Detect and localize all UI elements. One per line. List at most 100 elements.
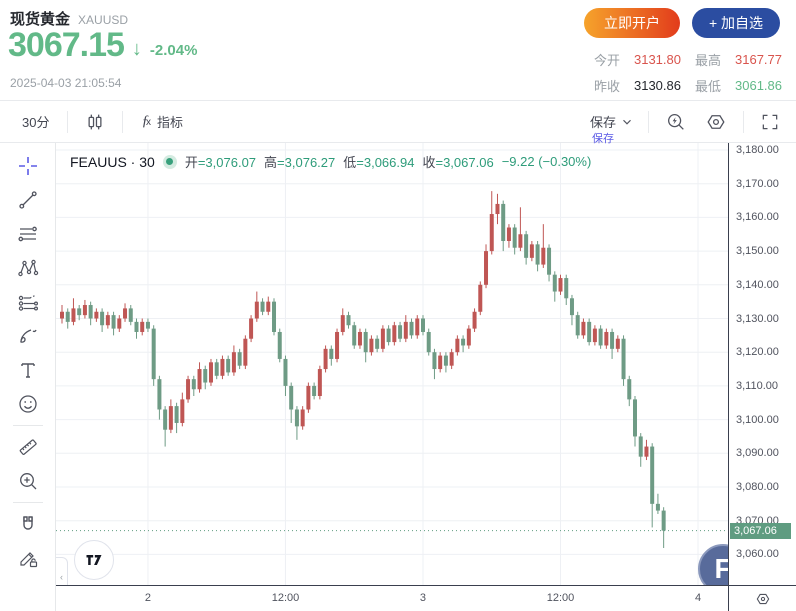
tool-drawing-lock[interactable]	[11, 541, 45, 575]
pencil-lock-icon	[19, 552, 37, 568]
settings-icon	[707, 114, 725, 129]
save-tooltip: 保存	[591, 133, 614, 145]
price-axis-label: 3,160.00	[736, 211, 779, 224]
chart-pane[interactable]: FEAUUS · 30 开=3,076.07 高=3,076.27 低=3,06…	[56, 143, 728, 585]
candlestick-chart[interactable]	[56, 143, 728, 585]
quote-stats: 今开 3131.80 最高 3167.77 昨收 3130.86 最低 3061…	[594, 50, 782, 95]
brush-icon	[19, 329, 37, 343]
stat-high-value: 3167.77	[735, 52, 782, 67]
tool-brush[interactable]	[11, 319, 45, 353]
price-row: 3067.15 ↓ -2.04%	[8, 26, 197, 65]
header: 现货黄金 XAUUSD 3067.15 ↓ -2.04% 2025-04-03 …	[0, 0, 796, 100]
current-price: 3067.15	[8, 26, 125, 64]
save-label: 保存	[589, 115, 616, 130]
price-axis-label: 3,110.00	[736, 379, 779, 392]
tradingview-logo-icon	[86, 555, 102, 565]
fx-icon: ƒx	[141, 113, 151, 129]
chart-main-area: FEAUUS · 30 开=3,076.07 高=3,076.27 低=3,06…	[0, 143, 796, 611]
price-down-arrow-icon: ↓	[131, 38, 142, 60]
stat-open-label: 今开	[593, 53, 620, 68]
xabcd-pattern-icon	[17, 259, 38, 277]
indicators-button[interactable]: ƒx 指标	[137, 110, 187, 133]
stat-low-value: 3061.86	[735, 78, 782, 93]
price-axis[interactable]: 3,180.00 3,170.00 3,160.00 3,150.00 3,140.00…	[728, 143, 796, 611]
forecast-icon	[18, 294, 38, 311]
tool-forecast[interactable]	[11, 285, 45, 319]
stat-high-label: 最高	[694, 53, 721, 68]
toolbar-separator	[122, 110, 124, 133]
price-axis-label: 3,120.00	[736, 346, 779, 359]
tradingview-logo[interactable]	[74, 540, 114, 580]
stat-prevclose-label: 昨收	[593, 79, 620, 94]
price-axis-label: 3,100.00	[736, 413, 779, 426]
instrument-title-row: 现货黄金 XAUUSD	[10, 8, 128, 29]
chevron-down-icon	[623, 119, 631, 125]
text-icon	[20, 363, 35, 378]
price-axis-label: 3,080.00	[736, 481, 779, 493]
price-axis-label: 3,090.00	[736, 447, 779, 460]
tool-ruler[interactable]	[11, 430, 45, 464]
price-axis-label: 3,140.00	[736, 278, 779, 291]
save-layout-button[interactable]: 保存 保存	[589, 112, 634, 145]
axis-settings-icon	[756, 593, 769, 604]
chevron-left-icon: ‹	[60, 572, 63, 582]
open-account-button[interactable]: 立即开户	[584, 8, 680, 38]
time-axis-label: 3	[419, 592, 427, 604]
chart-type-candles-icon	[88, 114, 102, 129]
sidebar-collapse-tab[interactable]: ‹	[56, 557, 68, 585]
fib-lines-icon	[17, 226, 37, 242]
fullscreen-button[interactable]	[758, 110, 782, 134]
sidebar-divider	[12, 502, 43, 503]
tool-zoom-in[interactable]	[11, 464, 45, 498]
flash-search-icon	[668, 113, 684, 130]
toolbar-separator	[648, 110, 649, 133]
indicators-label: 指标	[156, 115, 183, 130]
emoji-icon	[18, 395, 37, 413]
time-axis-label: 12:00	[546, 592, 575, 604]
tool-xabcd-pattern[interactable]	[11, 251, 45, 285]
time-axis-label: 12:00	[271, 592, 300, 604]
chart-toolbar: 30分 ƒx 指标 保存 保存	[0, 100, 796, 145]
price-axis-label: 3,130.00	[736, 312, 779, 325]
instrument-symbol: XAUUSD	[78, 13, 129, 27]
f-letter: F	[714, 553, 728, 584]
fullscreen-icon	[762, 114, 778, 129]
interval-selector[interactable]: 30分	[18, 110, 53, 133]
stat-prevclose-value: 3130.86	[633, 78, 681, 93]
tool-magnet[interactable]	[11, 507, 45, 541]
trend-line-icon	[18, 191, 37, 209]
drawing-tools-sidebar	[0, 143, 56, 611]
current-price-tag: 3,067.06	[730, 522, 791, 539]
price-axis-label: 3,170.00	[736, 177, 779, 190]
quote-timestamp: 2025-04-03 21:05:54	[10, 76, 122, 90]
stat-low-label: 最低	[694, 79, 721, 94]
price-axis-label: 3,150.00	[736, 245, 779, 258]
chart-type-candles-button[interactable]	[82, 109, 108, 135]
header-buttons: 立即开户 + 加自选	[584, 8, 780, 38]
tool-text[interactable]	[11, 353, 45, 387]
magnet-icon	[22, 516, 33, 530]
tool-crosshair[interactable]	[11, 149, 45, 183]
toolbar-separator	[67, 110, 69, 133]
stat-open-value: 3131.80	[633, 52, 681, 67]
axis-settings-corner[interactable]	[728, 585, 796, 611]
toolbar-separator	[743, 110, 744, 133]
tool-emoji[interactable]	[11, 387, 45, 421]
price-change-percent: -2.04%	[149, 42, 198, 59]
price-axis-label: 3,180.00	[736, 144, 779, 156]
chart-settings-button[interactable]	[703, 109, 729, 135]
tool-trend-line[interactable]	[11, 183, 45, 217]
tool-fib-lines[interactable]	[11, 217, 45, 251]
flash-search-button[interactable]	[663, 109, 689, 135]
add-watchlist-button[interactable]: + 加自选	[692, 8, 780, 38]
time-axis-label: 2	[144, 592, 151, 604]
crosshair-icon	[18, 157, 37, 175]
ruler-icon	[19, 439, 37, 455]
time-axis-label: 4	[694, 592, 702, 604]
sidebar-divider	[12, 425, 43, 426]
toolbar-right-group: 保存 保存	[589, 109, 796, 145]
price-axis-label: 3,060.00	[736, 548, 779, 561]
time-axis[interactable]: 2 12:00 3 12:00 4	[56, 585, 728, 611]
toolbar-left-group: 30分 ƒx 指标	[0, 109, 187, 135]
